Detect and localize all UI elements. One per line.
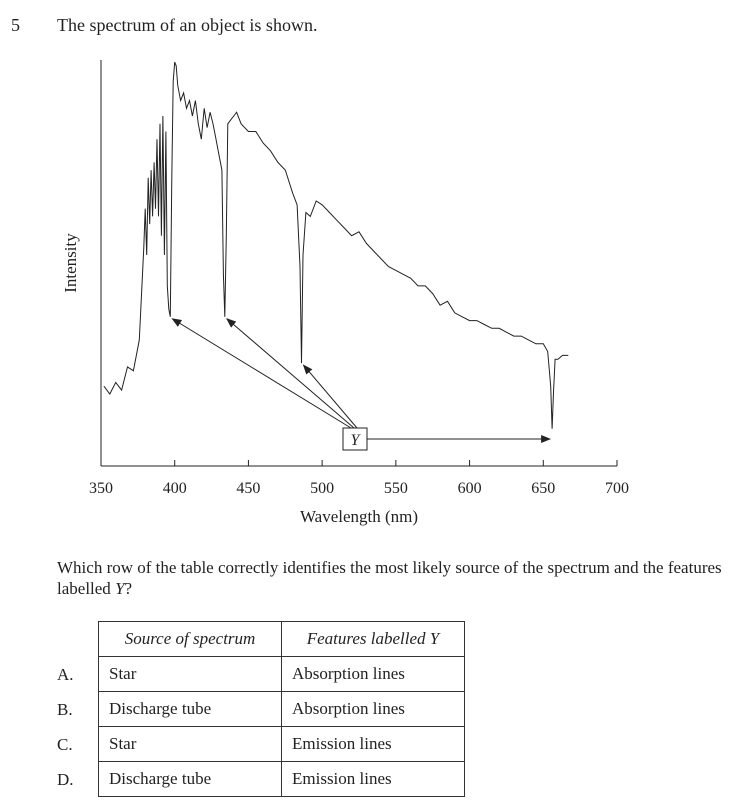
spectrum-line — [103, 61, 569, 429]
option-c-letter[interactable]: C. — [57, 735, 73, 754]
answer-table: Source of spectrum Features labelled Y S… — [98, 621, 465, 797]
x-tick-label: 450 — [236, 480, 260, 497]
spectrum-chart: 350 400 450 500 550 600 650 700 Y Wavelength (n… — [61, 60, 629, 526]
question-prompt: Which row of the table correctly identif… — [57, 557, 727, 599]
option-d-letter[interactable]: D. — [57, 770, 74, 789]
row-source: Discharge tube — [98, 691, 282, 727]
table-row[interactable]: Star Absorption lines — [98, 656, 465, 692]
row-feature: Emission lines — [281, 726, 465, 762]
label-arrow — [171, 318, 352, 429]
x-tick-label: 500 — [310, 480, 334, 497]
option-b-letter[interactable]: B. — [57, 700, 73, 719]
x-tick-label: 550 — [384, 480, 408, 497]
table-row[interactable]: Star Emission lines — [98, 726, 465, 762]
option-a-letter[interactable]: A. — [57, 665, 74, 684]
question-stem: The spectrum of an object is shown. — [57, 15, 318, 35]
label-arrow — [226, 318, 355, 429]
prompt-variable: Y — [115, 579, 125, 598]
x-ticks — [100, 460, 618, 466]
row-feature: Emission lines — [281, 761, 465, 797]
prompt-end: ? — [124, 579, 133, 598]
row-feature: Absorption lines — [281, 656, 465, 692]
header-feature: Features labelled Y — [281, 621, 465, 657]
y-label-text: Y — [351, 432, 362, 449]
x-tick-label: 700 — [605, 480, 629, 497]
x-tick-label: 400 — [163, 480, 187, 497]
y-axis-label: Intensity — [61, 233, 80, 293]
header-source: Source of spectrum — [98, 621, 282, 657]
row-feature: Absorption lines — [281, 691, 465, 727]
x-tick-label: 350 — [89, 480, 113, 497]
y-label-box — [342, 427, 368, 451]
label-arrow — [302, 364, 358, 429]
x-axis-label: Wavelength (nm) — [300, 507, 418, 526]
x-tick-labels: 350 400 450 500 550 600 650 700 — [89, 480, 629, 497]
x-tick-label: 650 — [531, 480, 555, 497]
question-number: 5 — [11, 15, 20, 35]
table-row[interactable]: Discharge tube Absorption lines — [98, 691, 465, 727]
row-source: Star — [98, 656, 282, 692]
row-source: Discharge tube — [98, 761, 282, 797]
label-arrows — [171, 318, 552, 443]
prompt-text: Which row of the table correctly identif… — [57, 558, 722, 598]
x-tick-label: 600 — [458, 480, 482, 497]
table-header-row: Source of spectrum Features labelled Y — [98, 621, 465, 657]
row-source: Star — [98, 726, 282, 762]
table-row[interactable]: Discharge tube Emission lines — [98, 761, 465, 797]
